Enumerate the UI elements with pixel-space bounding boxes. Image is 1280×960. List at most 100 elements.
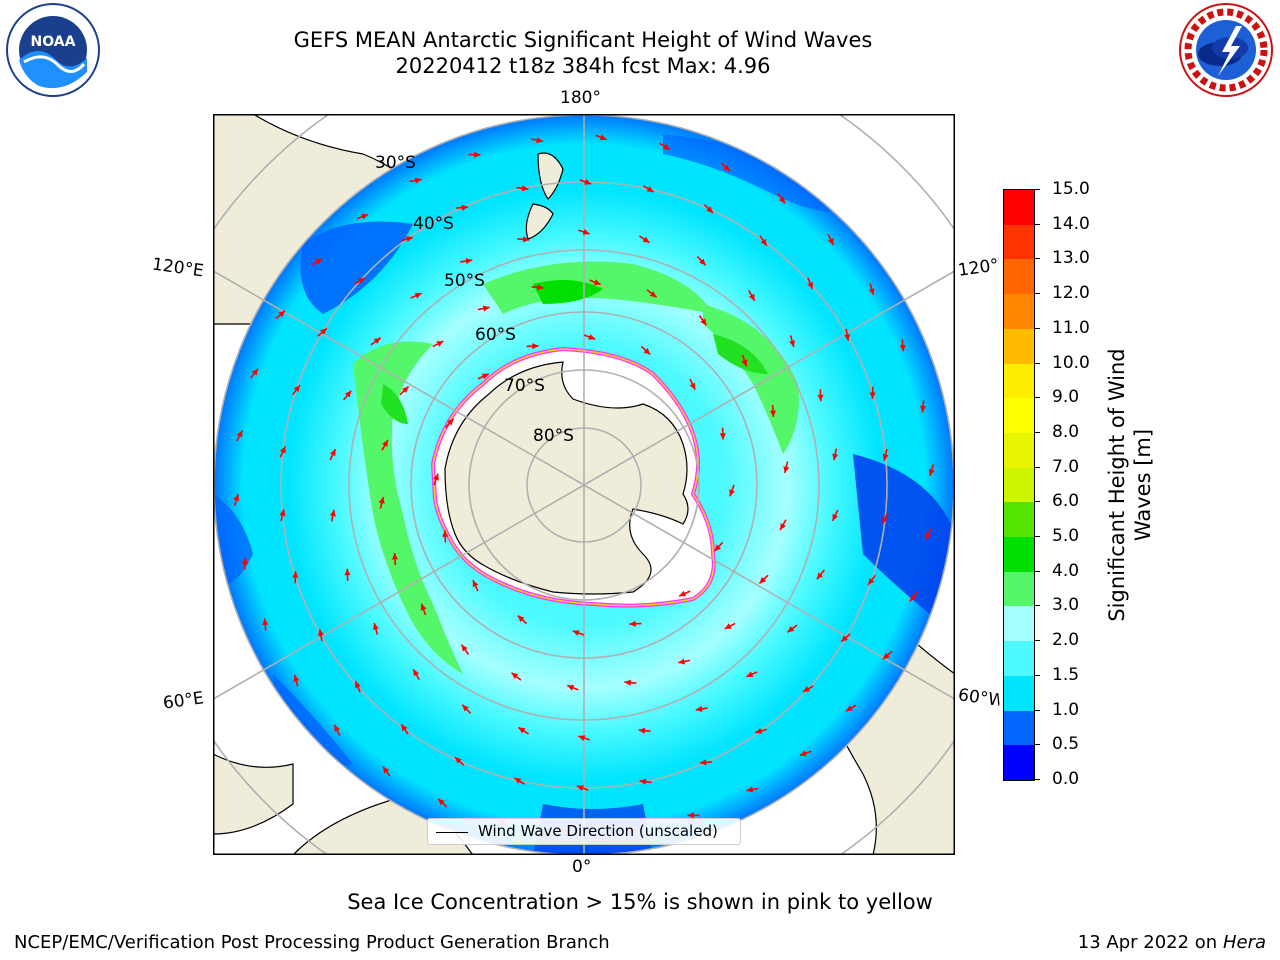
wave-direction-arrowhead [778, 196, 786, 204]
wave-direction-arrowhead [687, 812, 694, 819]
wave-direction-arrowhead [642, 236, 650, 243]
lon-label-lower-right: 60°W [956, 685, 1002, 711]
colorbar-tick-label: 3.0 [1052, 595, 1080, 616]
wave-direction-arrowhead [816, 572, 824, 580]
wave-direction-arrowhead [447, 418, 454, 426]
wave-direction-arrowhead [780, 523, 786, 531]
colorbar-tick-mark [1034, 605, 1040, 607]
wave-direction-arrowhead [461, 204, 469, 211]
colorbar-tick-label: 5.0 [1052, 526, 1080, 547]
wave-direction-arrowhead [588, 334, 596, 340]
wave-direction-arrowhead [378, 497, 385, 504]
wave-direction-arrowhead [293, 674, 300, 682]
wave-direction-arrowhead [481, 373, 489, 380]
wave-direction-arrowhead [741, 359, 748, 367]
colorbar-tick-mark [1034, 466, 1040, 468]
colorbar-bin-10.0-11.0 [1004, 328, 1034, 364]
wave-direction-arrowhead [279, 509, 286, 517]
wave-direction-arrowhead [770, 410, 777, 417]
wave-direction-arrowhead [723, 164, 730, 172]
colorbar-tick-mark [1034, 674, 1040, 676]
colorbar-tick-mark [1034, 362, 1040, 364]
wave-direction-arrowhead [433, 473, 439, 481]
footer-credit: NCEP/EMC/Verification Post Processing Pr… [14, 932, 610, 953]
colorbar-tick-mark [1034, 293, 1040, 295]
wave-direction-arrowhead [662, 143, 670, 150]
colorbar-tick-label: 7.0 [1052, 456, 1080, 477]
wave-direction-arrowhead [845, 705, 853, 712]
colorbar-bin-6.0-7.0 [1004, 467, 1034, 503]
wave-direction-arrowhead [925, 532, 932, 540]
wave-direction-arrowhead [382, 766, 390, 774]
wave-direction-arrowhead [567, 685, 575, 691]
wave-direction-arrowhead [593, 279, 601, 285]
wave-direction-arrowhead [599, 134, 607, 141]
wave-direction-arrowhead [724, 623, 732, 629]
wave-direction-arrowhead [293, 385, 300, 392]
colorbar-bin-12.0-13.0 [1004, 259, 1034, 295]
wave-direction-arrowhead [746, 786, 754, 793]
colorbar-tick-label: 12.0 [1052, 283, 1090, 304]
wave-direction-arrowhead [679, 590, 687, 597]
colorbar-bin-4.0-5.0 [1004, 537, 1034, 572]
lat-label-30s: 30°S [375, 153, 416, 173]
wave-direction-arrowhead [317, 629, 324, 636]
wave-direction-arrowhead [802, 686, 810, 692]
wave-direction-arrowhead [330, 449, 336, 457]
wave-direction-arrowhead [832, 513, 838, 521]
colorbar-tick-label: 11.0 [1052, 317, 1090, 338]
wave-direction-arrowhead [278, 310, 285, 318]
wave-direction-arrowhead [759, 577, 767, 584]
wave-direction-arrowhead [373, 623, 379, 630]
wave-direction-arrowhead [578, 735, 586, 741]
wave-direction-arrowhead [236, 430, 243, 438]
colorbar-tick-label: 10.0 [1052, 352, 1090, 373]
wave-direction-arrowhead [719, 433, 726, 440]
colorbar-tick-label: 14.0 [1052, 213, 1090, 234]
wave-direction-arrowhead [401, 386, 409, 393]
map-frame [213, 114, 955, 855]
wave-direction-arrowhead [442, 530, 449, 537]
wave-direction-arrowhead [787, 626, 795, 633]
wave-direction-arrowhead [706, 206, 713, 213]
wave-direction-arrowhead [689, 382, 696, 390]
wave-direction-arrowhead [436, 341, 444, 347]
colorbar-tick-label: 1.0 [1052, 699, 1080, 720]
colorbar-label: Significant Height of Wind Waves [m] [1104, 275, 1156, 695]
wave-direction-arrowhead [329, 509, 336, 517]
wave-direction-arrowhead [868, 288, 875, 296]
wave-direction-arrowhead [760, 238, 767, 246]
wave-direction-arrowhead [382, 439, 388, 447]
wave-direction-arrowhead [699, 759, 707, 766]
wave-direction-arrowhead [532, 343, 539, 350]
lat-label-60s: 60°S [475, 325, 516, 345]
wave-direction-arrowhead [522, 236, 530, 243]
chart-title: GEFS MEAN Antarctic Significant Height o… [293, 28, 873, 52]
colorbar-label-line2: Waves [m] [1131, 428, 1155, 542]
wave-direction-arrowhead [413, 669, 420, 677]
colorbar-tick-mark [1034, 258, 1040, 260]
wave-direction-arrowhead [406, 236, 413, 242]
wave-direction-arrowhead [414, 177, 422, 184]
colorbar-tick-mark [1034, 431, 1040, 433]
colorbar-tick-label: 4.0 [1052, 560, 1080, 581]
wave-direction-arrowhead [639, 778, 647, 785]
noaa-logo: NOAA [6, 3, 100, 97]
colorbar-label-line1: Significant Height of Wind [1105, 348, 1129, 622]
wave-direction-arrowhead [517, 615, 525, 622]
wave-direction-arrowhead [355, 681, 361, 689]
colorbar-bin-0.5-1.0 [1004, 710, 1034, 746]
legend-label: Wind Wave Direction (unscaled) [478, 822, 718, 840]
wave-direction-arrowhead [455, 757, 462, 764]
wave-direction-arrowhead [576, 785, 584, 791]
wave-direction-arrowhead [461, 644, 468, 652]
colorbar-bin-8.0-9.0 [1004, 398, 1034, 433]
colorbar-tick-mark [1034, 779, 1040, 780]
colorbar-tick-label: 0.0 [1052, 769, 1080, 789]
wave-direction-arrowhead [629, 620, 636, 627]
wave-direction-arrowhead [789, 340, 795, 347]
colorbar-bin-0.0-0.5 [1004, 745, 1034, 780]
wave-direction-arrowhead [438, 798, 445, 806]
colorbar-tick-label: 13.0 [1052, 248, 1090, 269]
wave-direction-arrowhead [233, 494, 240, 502]
